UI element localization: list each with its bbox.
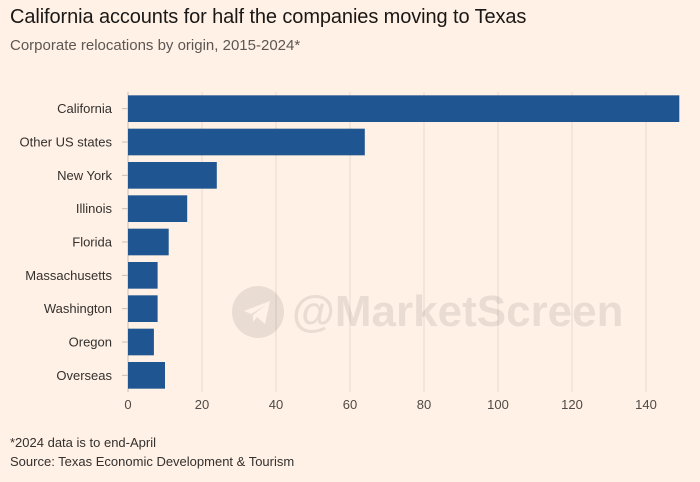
x-tick-label: 20 [195,397,209,412]
bar-massachusetts [128,262,158,289]
footnote: *2024 data is to end-April [10,435,156,450]
source-text: Source: Texas Economic Development & Tou… [10,454,295,469]
category-label: Washington [44,301,112,316]
x-tick-labels: 0 20 40 60 80 100 120 140 [124,397,656,412]
bar-oregon [128,328,154,356]
bar-california [128,95,680,122]
bar-washington [128,295,158,322]
x-tick-label: 140 [635,397,657,412]
category-label: Florida [72,235,113,250]
category-label: New York [57,168,112,183]
bar-layer [128,95,680,389]
x-tick-label: 60 [343,397,357,412]
x-tick-label: 120 [561,397,583,412]
x-tick-label: 0 [124,397,131,412]
x-tick-label: 40 [269,397,283,412]
bar-overseas [128,362,165,389]
bar-florida [128,228,169,256]
category-label: Overseas [56,368,112,383]
bar-new-york [128,162,217,189]
bar-other-us-states [128,128,365,156]
x-tick-label: 100 [487,397,509,412]
category-label: Massachusetts [25,268,112,283]
category-label: Illinois [76,201,113,216]
category-label: Other US states [20,135,113,150]
chart-title: California accounts for half the compani… [10,6,527,28]
chart-subtitle: Corporate relocations by origin, 2015-20… [10,37,301,54]
category-labels: California Other US states New York Illinoi… [20,101,128,383]
category-label: Oregon [69,335,112,350]
x-tick-label: 80 [417,397,431,412]
category-label: California [57,101,113,116]
bar-illinois [128,195,188,222]
